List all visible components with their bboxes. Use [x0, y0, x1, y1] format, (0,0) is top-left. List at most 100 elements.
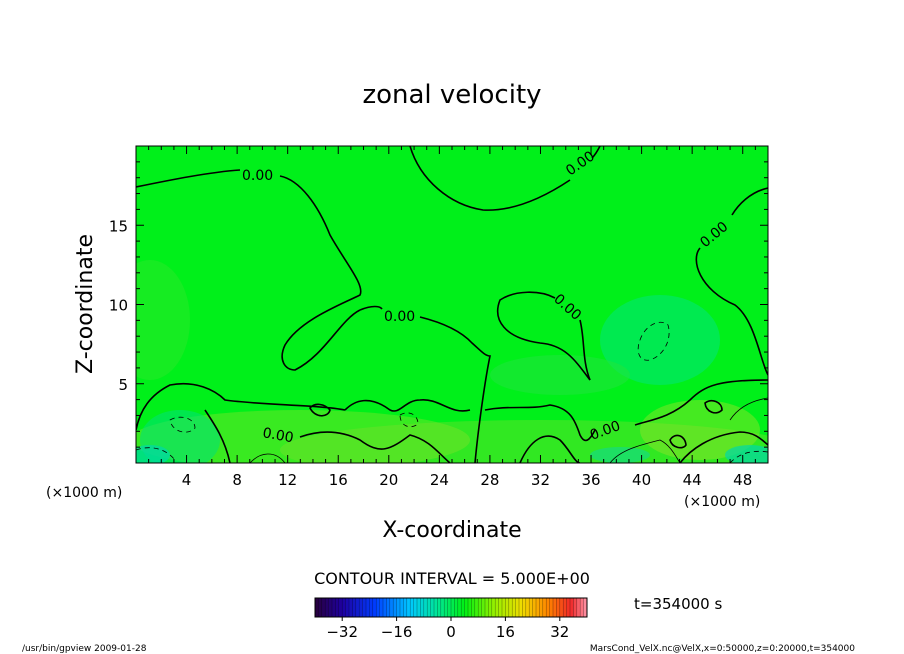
contour-line [731, 187, 768, 216]
colorbar-swatch [325, 598, 329, 617]
colorbar-tick-label: 32 [550, 623, 569, 641]
contour-line [637, 321, 670, 361]
field-patch [725, 445, 768, 463]
contour-interval-text: CONTOUR INTERVAL = 5.000E+00 [314, 569, 590, 588]
colorbar-swatch [386, 598, 391, 617]
colorbar-swatch [471, 598, 476, 617]
colorbar-swatch [468, 598, 472, 617]
colorbar-swatch [505, 598, 510, 617]
colorbar-swatch [362, 598, 367, 617]
colorbar-swatch [338, 598, 343, 617]
y-tick-label: 10 [109, 297, 128, 315]
colorbar-swatch [318, 598, 323, 617]
x-tick-label: 32 [531, 471, 550, 489]
colorbar-swatch [366, 598, 370, 617]
colorbar-swatch [410, 598, 414, 617]
colorbar-swatch [335, 598, 340, 617]
x-axis-unit-left: (×1000 m) [46, 485, 122, 501]
contour-line [679, 431, 768, 463]
colorbar-swatch [454, 598, 459, 617]
colorbar-swatch [546, 598, 550, 617]
colorbar-swatch [576, 598, 581, 617]
colorbar-swatch [491, 598, 496, 617]
colorbar-ticks: −32 −16 0 16 32 [326, 617, 569, 641]
x-tick-label: 44 [683, 471, 702, 489]
colorbar-swatch [355, 598, 360, 617]
contour-line [204, 409, 231, 463]
colorbar-swatch [349, 598, 353, 617]
colorbar-swatch [372, 598, 377, 617]
time-text: t=354000 s [634, 595, 722, 613]
colorbar-swatch [406, 598, 411, 617]
colorbar-swatch [345, 598, 350, 617]
colorbar-swatch [481, 598, 486, 617]
colorbar-swatch [508, 598, 513, 617]
x-axis-label: X-coordinate [382, 518, 521, 543]
colorbar-swatch [413, 598, 418, 617]
colorbar-swatch [563, 598, 567, 617]
contour-line [609, 439, 681, 463]
contour-line [299, 431, 451, 463]
colorbar-swatch [498, 598, 503, 617]
colorbar-swatch [532, 598, 537, 617]
contour-line [579, 319, 591, 381]
y-tick-label: 15 [109, 217, 128, 235]
contour-label: 0.00 [261, 425, 294, 446]
colorbar-swatch [478, 598, 482, 617]
colorbar-swatch [464, 598, 469, 617]
colorbar-swatch [583, 598, 588, 617]
y-tick-label: 5 [118, 376, 128, 394]
contour-line [136, 169, 241, 188]
colorbar-swatch [553, 598, 557, 617]
field-patch [136, 445, 170, 463]
colorbar-tick-label: −16 [381, 623, 413, 641]
colorbar-swatch [580, 598, 584, 617]
colorbar-swatch [359, 598, 363, 617]
contour-line [496, 291, 591, 381]
colorbar-swatch [573, 598, 578, 617]
x-tick-label: 4 [182, 471, 192, 489]
contour-line [695, 247, 768, 376]
contour-line [279, 175, 362, 371]
x-tick-label: 36 [581, 471, 600, 489]
colorbar-swatch [519, 598, 523, 617]
y-axis-label: Z-coordinate [73, 234, 98, 374]
colorbar-tick-label: 16 [496, 623, 515, 641]
colorbar-swatch [556, 598, 561, 617]
colorbar-swatch [369, 598, 374, 617]
colorbar-swatch [529, 598, 533, 617]
colorbar-swatch [379, 598, 384, 617]
colorbar-swatch [417, 598, 421, 617]
colorbar-swatch [566, 598, 571, 617]
contour-line [704, 400, 723, 414]
contour-line [519, 435, 581, 463]
colorbar-swatch [427, 598, 431, 617]
colorbar-swatch [502, 598, 506, 617]
colorbar-swatch [315, 598, 319, 617]
colorbar-swatch [542, 598, 547, 617]
contour-line [729, 450, 768, 463]
field-patch [640, 400, 760, 460]
colorbar-swatch [515, 598, 520, 617]
colorbar-swatch [396, 598, 401, 617]
colorbar-swatch [512, 598, 516, 617]
colorbar-swatch [559, 598, 564, 617]
colorbar-swatch [485, 598, 489, 617]
colorbar-swatch [539, 598, 544, 617]
contour-line [136, 447, 176, 461]
contour-line [669, 434, 687, 449]
x-tick-label: 24 [430, 471, 449, 489]
x-tick-label: 48 [733, 471, 752, 489]
x-tick-label: 8 [232, 471, 242, 489]
contour-line [309, 403, 331, 417]
colorbar-swatch [393, 598, 397, 617]
colorbar-swatch [403, 598, 408, 617]
colorbar-swatch [400, 598, 404, 617]
contour-line [419, 316, 491, 463]
colorbar-swatch [420, 598, 425, 617]
contour-line [484, 404, 596, 442]
x-tick-label: 40 [632, 471, 651, 489]
x-tick-label: 16 [329, 471, 348, 489]
colorbar-swatch [328, 598, 333, 617]
